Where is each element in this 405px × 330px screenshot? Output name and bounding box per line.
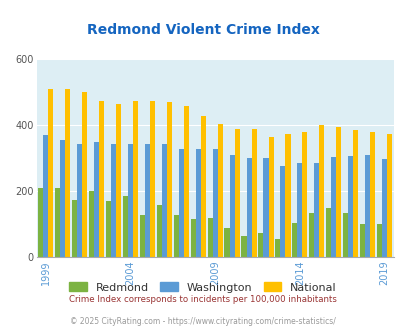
Bar — [38, 188, 43, 257]
Bar — [342, 213, 347, 257]
Bar — [335, 127, 341, 257]
Bar — [296, 163, 302, 257]
Bar — [190, 219, 195, 257]
Bar — [48, 89, 53, 257]
Text: Crime Index corresponds to incidents per 100,000 inhabitants: Crime Index corresponds to incidents per… — [69, 295, 336, 304]
Bar — [82, 92, 87, 257]
Bar — [162, 144, 166, 257]
Bar — [347, 156, 352, 257]
Bar — [183, 106, 188, 257]
Bar — [359, 224, 364, 257]
Bar — [330, 157, 335, 257]
Bar — [116, 104, 121, 257]
Bar — [386, 134, 391, 257]
Bar — [313, 163, 318, 257]
Bar — [285, 134, 290, 257]
Bar — [268, 137, 273, 257]
Bar — [308, 213, 313, 257]
Bar — [94, 142, 99, 257]
Bar — [99, 101, 104, 257]
Bar — [195, 148, 200, 257]
Bar — [123, 196, 128, 257]
Bar — [43, 135, 48, 257]
Bar — [60, 140, 65, 257]
Bar — [139, 214, 145, 257]
Bar — [325, 208, 330, 257]
Bar — [173, 214, 178, 257]
Bar — [246, 158, 251, 257]
Text: © 2025 CityRating.com - https://www.cityrating.com/crime-statistics/: © 2025 CityRating.com - https://www.city… — [70, 317, 335, 326]
Bar — [77, 144, 82, 257]
Bar — [229, 155, 234, 257]
Bar — [212, 148, 217, 257]
Bar — [292, 223, 296, 257]
Bar — [352, 130, 357, 257]
Bar — [241, 236, 246, 257]
Bar — [72, 200, 77, 257]
Bar — [156, 205, 162, 257]
Bar — [234, 129, 239, 257]
Bar — [111, 144, 116, 257]
Bar — [275, 239, 280, 257]
Bar — [376, 224, 381, 257]
Bar — [263, 158, 268, 257]
Bar — [89, 191, 94, 257]
Bar — [133, 101, 138, 257]
Bar — [318, 125, 324, 257]
Bar — [106, 201, 111, 257]
Bar — [166, 102, 172, 257]
Text: Redmond Violent Crime Index: Redmond Violent Crime Index — [86, 23, 319, 37]
Bar — [149, 101, 155, 257]
Bar — [280, 166, 285, 257]
Bar — [217, 124, 222, 257]
Bar — [200, 115, 205, 257]
Bar — [381, 159, 386, 257]
Bar — [178, 148, 183, 257]
Bar — [251, 129, 256, 257]
Bar — [65, 89, 70, 257]
Bar — [55, 188, 60, 257]
Bar — [145, 144, 149, 257]
Bar — [128, 144, 133, 257]
Bar — [369, 132, 374, 257]
Legend: Redmond, Washington, National: Redmond, Washington, National — [64, 278, 341, 297]
Bar — [258, 233, 263, 257]
Bar — [207, 218, 212, 257]
Bar — [364, 155, 369, 257]
Bar — [302, 132, 307, 257]
Bar — [224, 228, 229, 257]
